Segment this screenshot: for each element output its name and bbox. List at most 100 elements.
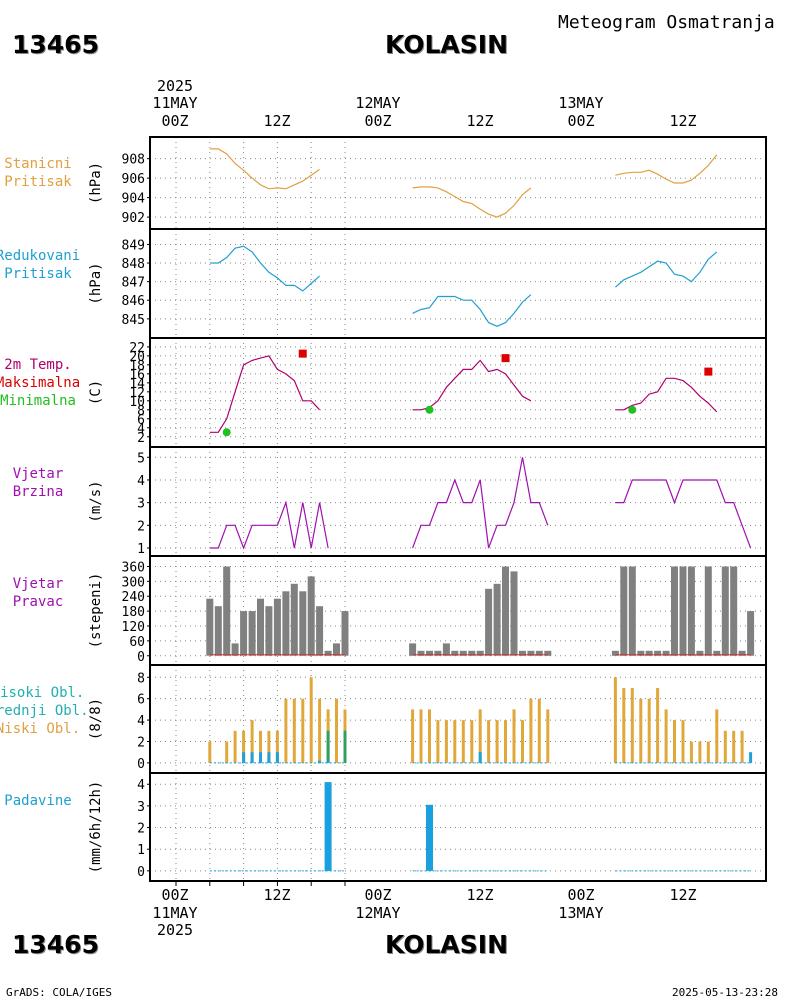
- bar: [265, 606, 273, 656]
- bar: [343, 730, 347, 763]
- y-tick-label: 8: [137, 671, 145, 686]
- y-tick-label: 14: [129, 377, 145, 392]
- bar: [444, 720, 448, 763]
- bar: [318, 760, 322, 763]
- max-temp-marker: [501, 354, 510, 363]
- top-year-label: 2025: [156, 77, 194, 95]
- bar: [704, 566, 712, 656]
- bar: [324, 650, 332, 656]
- bar: [461, 720, 465, 763]
- y-tick-label: 4: [137, 474, 145, 489]
- bar: [259, 730, 262, 763]
- bar: [242, 752, 246, 763]
- bar: [679, 566, 687, 656]
- bar: [259, 752, 262, 763]
- y-tick-label: 18: [129, 359, 145, 374]
- y-axis-label: (C): [88, 380, 104, 405]
- y-tick-label: 908: [122, 153, 145, 168]
- y-tick-label: 22: [129, 341, 145, 356]
- bar: [721, 566, 729, 656]
- bar: [613, 677, 617, 763]
- y-tick-label: 2: [137, 519, 145, 534]
- y-tick-label: 360: [122, 560, 145, 575]
- bar: [738, 650, 746, 656]
- bottom-hour-label-2: 12Z: [263, 886, 291, 904]
- y-tick-label: 3: [137, 497, 145, 512]
- y-tick-label: 849: [122, 238, 145, 253]
- bar: [537, 698, 541, 763]
- series-line: [412, 359, 532, 411]
- bar: [487, 720, 491, 763]
- bar: [673, 720, 676, 763]
- label-line: 2m Temp.: [4, 357, 72, 373]
- y-tick-label: 906: [122, 172, 145, 187]
- footer-credit: GrADS: COLA/IGES: [6, 986, 112, 999]
- bar: [208, 741, 212, 763]
- bar: [637, 650, 645, 656]
- y-tick-label: 902: [122, 211, 145, 226]
- bar: [453, 720, 457, 763]
- y-tick-label: 6: [137, 413, 145, 428]
- top-hour-label-5: 00Z: [567, 112, 595, 130]
- bar: [630, 688, 634, 763]
- bar: [426, 804, 433, 871]
- top-day-label-1: 11MAY: [152, 94, 198, 112]
- y-tick-label: 6: [137, 693, 145, 708]
- label-vjetar-brzina: Vjetar Brzina: [0, 465, 98, 501]
- y-tick-label: 240: [122, 590, 145, 605]
- bar: [628, 566, 636, 656]
- series-line: [412, 294, 532, 327]
- bottom-hour-label-6: 12Z: [669, 886, 697, 904]
- label-line: Visoki Obl.: [0, 685, 85, 701]
- y-tick-label: 1: [137, 843, 145, 858]
- y-tick-label: 847: [122, 276, 145, 291]
- label-line: Pritisak: [4, 266, 72, 282]
- bar: [326, 730, 330, 763]
- station-id-top: 13465: [12, 30, 99, 59]
- bar: [747, 611, 755, 656]
- series-line: [209, 148, 320, 190]
- bar: [544, 650, 552, 656]
- y-axis-label: (hPa): [88, 262, 104, 304]
- bar: [687, 566, 695, 656]
- bar: [309, 677, 313, 763]
- bar: [419, 709, 423, 763]
- bar: [341, 611, 349, 656]
- y-tick-label: 16: [129, 368, 145, 383]
- bar: [656, 688, 660, 763]
- bar: [242, 730, 246, 763]
- top-hour-label-2: 12Z: [263, 112, 291, 130]
- bar: [307, 576, 315, 656]
- y-tick-label: 2: [137, 431, 145, 446]
- bar: [478, 709, 482, 763]
- label-line: Brzina: [12, 484, 64, 500]
- bar: [611, 650, 619, 656]
- bar: [318, 698, 322, 763]
- bar: [546, 709, 550, 763]
- station-id-bottom: 13465: [12, 930, 99, 959]
- y-axis-label: (hPa): [88, 162, 104, 204]
- bar: [206, 598, 214, 656]
- y-tick-label: 0: [137, 757, 145, 772]
- bar: [275, 752, 279, 763]
- y-axis-label: (mm/6h/12h): [88, 781, 104, 874]
- bottom-hour-label-5: 00Z: [567, 886, 595, 904]
- bar: [434, 650, 442, 656]
- bar: [250, 720, 254, 763]
- label-line: Padavine: [4, 793, 72, 809]
- bar: [527, 650, 535, 656]
- bar: [706, 741, 710, 763]
- y-tick-label: 4: [137, 714, 145, 729]
- y-tick-label: 4: [137, 778, 145, 793]
- bar: [723, 730, 727, 763]
- y-tick-label: 180: [122, 605, 145, 620]
- series-line: [615, 251, 718, 288]
- bar: [417, 650, 425, 656]
- bar: [749, 752, 753, 763]
- series-line: [412, 457, 549, 549]
- bar: [535, 650, 543, 656]
- bar: [468, 650, 476, 656]
- bar: [223, 566, 231, 656]
